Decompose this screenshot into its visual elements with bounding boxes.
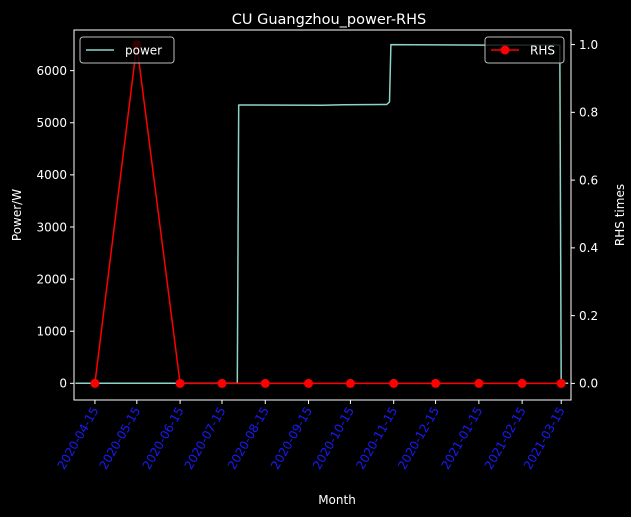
y-left-tick-label: 5000: [36, 116, 67, 130]
y-right-tick-label: 0.2: [579, 309, 598, 323]
y-left-tick-label: 6000: [36, 64, 67, 78]
y-right-tick-label: 0.6: [579, 173, 598, 187]
y-right-tick-label: 0.0: [579, 377, 598, 391]
plot-frame: [73, 29, 572, 401]
y-left-tick-label: 2000: [36, 272, 67, 286]
legend-power-box: [79, 36, 175, 64]
y-right-tick-label: 0.8: [579, 106, 598, 120]
legend-power-label: power: [125, 44, 162, 58]
rhs-point: [517, 378, 527, 388]
legend-power: power: [79, 36, 175, 64]
x-axis-label: Month: [318, 493, 356, 507]
chart-title: CU Guangzhou_power-RHS: [232, 12, 426, 28]
y-axis-right-label: RHS times: [613, 184, 627, 246]
rhs-point: [217, 378, 227, 388]
legend-rhs: RHS: [484, 36, 565, 64]
y-left-tick-label: 1000: [36, 325, 67, 339]
legend-rhs-label: RHS: [530, 44, 555, 58]
rhs-point: [474, 378, 484, 388]
y-left-tick-label: 0: [59, 377, 67, 391]
rhs-point: [304, 378, 313, 388]
rhs-point: [345, 378, 355, 388]
y-left-tick-label: 3000: [36, 220, 67, 234]
y-left-tick-label: 4000: [36, 168, 67, 182]
y-right-tick-label: 0.4: [579, 241, 598, 255]
legend-rhs-marker: [500, 45, 510, 55]
rhs-point: [556, 378, 566, 388]
legend-rhs-box: [484, 36, 565, 64]
series-line-rhs: [94, 43, 562, 385]
rhs-point: [389, 378, 399, 388]
y-axis-left-label: Power/W: [10, 189, 24, 241]
series-line-power: [75, 43, 569, 385]
rhs-point: [90, 378, 100, 388]
rhs-point: [175, 378, 185, 388]
rhs-point: [260, 378, 270, 388]
rhs-point: [431, 378, 441, 388]
y-right-tick-label: 1.0: [579, 38, 598, 52]
